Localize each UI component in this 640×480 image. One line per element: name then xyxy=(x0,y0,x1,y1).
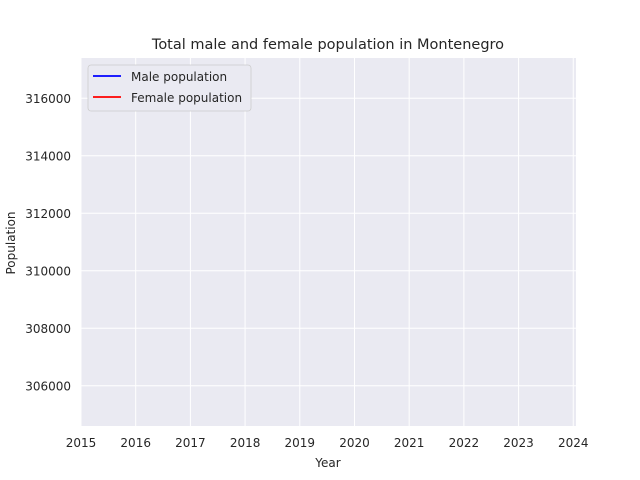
y-tick-label: 312000 xyxy=(25,207,71,221)
chart-title: Total male and female population in Mont… xyxy=(151,37,504,53)
x-tick-label: 2018 xyxy=(230,436,261,450)
x-tick-label: 2019 xyxy=(285,436,316,450)
legend-label-male: Male population xyxy=(131,70,227,84)
y-tick-label: 308000 xyxy=(25,322,71,336)
x-tick-label: 2016 xyxy=(120,436,151,450)
x-axis-label: Year xyxy=(314,456,340,470)
x-tick-label: 2023 xyxy=(503,436,534,450)
x-tick-label: 2015 xyxy=(66,436,97,450)
y-tick-label: 316000 xyxy=(25,92,71,106)
legend-label-female: Female population xyxy=(131,91,242,105)
plot-area xyxy=(81,58,576,426)
y-tick-label: 306000 xyxy=(25,379,71,393)
y-tick-label: 314000 xyxy=(25,149,71,163)
x-tick-label: 2017 xyxy=(175,436,206,450)
x-tick-label: 2021 xyxy=(394,436,425,450)
y-tick-label: 310000 xyxy=(25,264,71,278)
x-axis-ticks: 2015 2016 2017 2018 2019 2020 2021 2022 2023 2024 xyxy=(66,436,589,450)
y-axis-label: Population xyxy=(4,211,18,274)
legend-box xyxy=(87,64,252,112)
grid xyxy=(80,58,576,426)
x-tick-label: 2020 xyxy=(339,436,370,450)
x-tick-label: 2024 xyxy=(558,436,589,450)
x-tick-label: 2022 xyxy=(449,436,480,450)
y-axis-ticks: 306000 308000 310000 312000 314000 316000 xyxy=(25,92,71,394)
legend: Male population Female population xyxy=(87,64,252,112)
